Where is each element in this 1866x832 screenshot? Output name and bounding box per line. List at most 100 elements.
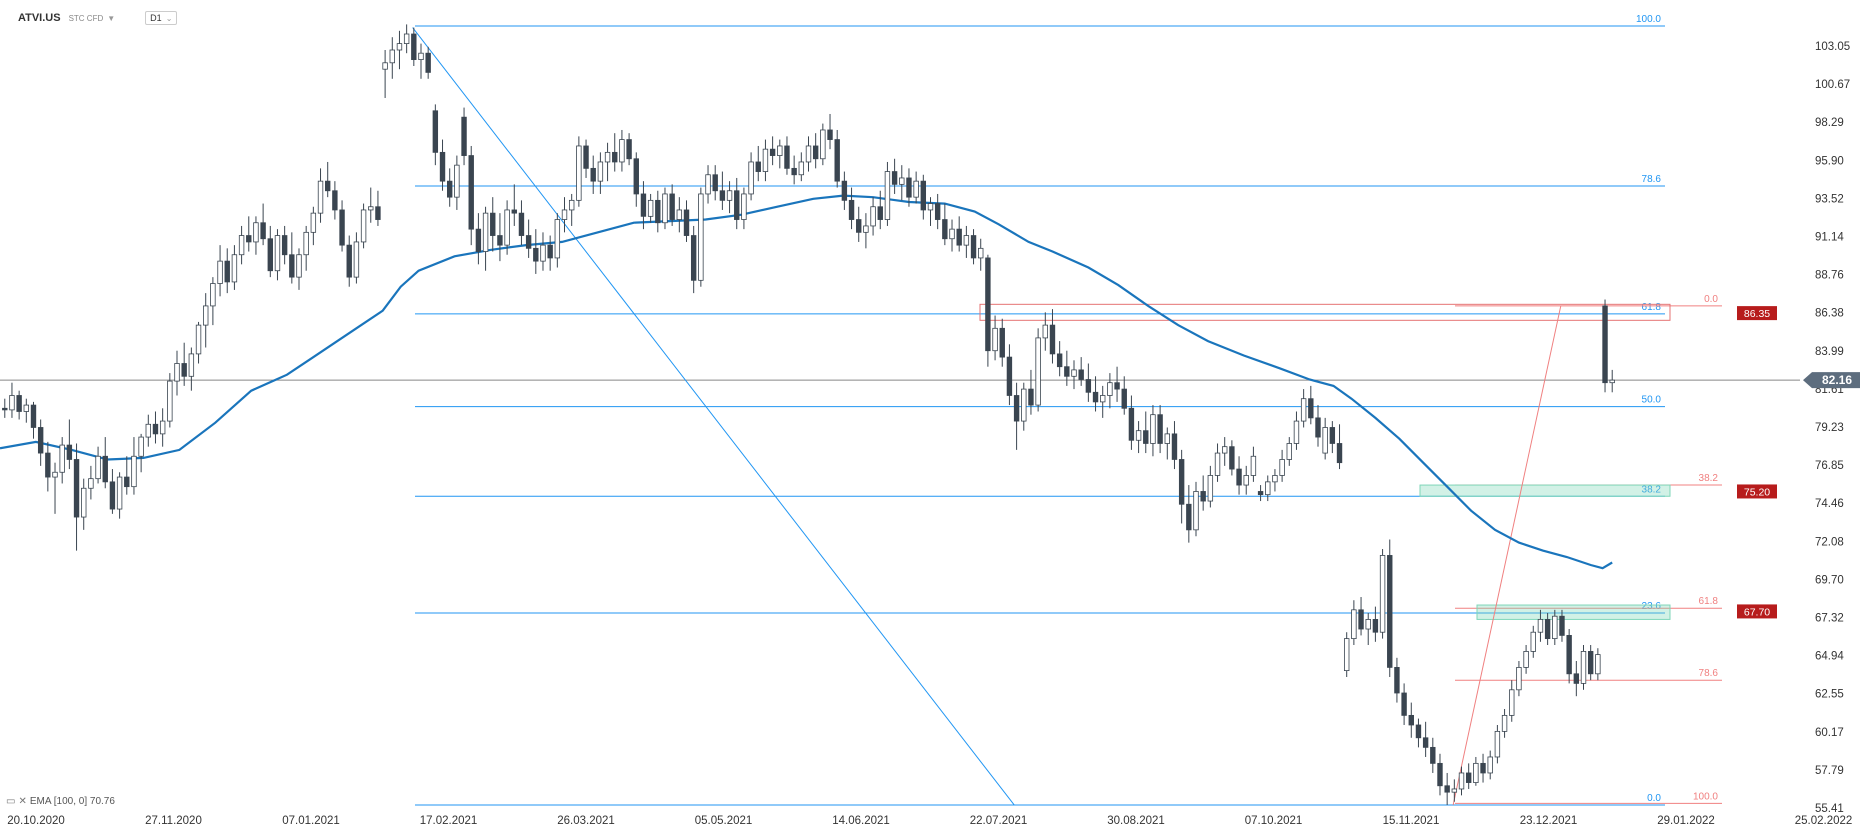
candle-body: [1150, 414, 1156, 444]
candle-body: [1178, 459, 1185, 505]
price-tag: [1737, 484, 1777, 499]
candle: [518, 200, 525, 246]
candle: [877, 190, 883, 230]
candle: [37, 419, 44, 466]
candle: [834, 129, 840, 188]
candle: [978, 238, 984, 271]
date-tick-label: 07.01.2021: [282, 815, 340, 827]
candle: [942, 203, 948, 246]
candle-body: [1458, 772, 1465, 790]
candle: [1250, 446, 1257, 482]
candle-body: [1092, 391, 1099, 403]
candle: [1587, 645, 1594, 681]
candle: [1085, 363, 1092, 402]
candle-body: [561, 209, 568, 220]
close-icon[interactable]: ✕: [18, 796, 27, 807]
candle-body: [884, 171, 891, 220]
candle-body: [1387, 555, 1393, 668]
candle-body: [1308, 398, 1314, 419]
candle-body: [1509, 689, 1515, 716]
candle: [590, 155, 596, 194]
candle: [152, 411, 159, 444]
candle: [195, 321, 202, 364]
timeframe-select[interactable]: D1 ⌄: [145, 11, 178, 25]
candle-body: [138, 436, 144, 457]
candle: [1049, 309, 1056, 364]
settings-icon[interactable]: ▭: [6, 796, 16, 807]
candle-body: [1530, 631, 1536, 652]
candle-body: [174, 363, 180, 382]
symbol-label[interactable]: ATVI.US: [18, 12, 61, 24]
candle: [203, 293, 209, 348]
candle: [188, 347, 195, 391]
candle-body: [777, 145, 783, 156]
candle-body: [1100, 395, 1106, 403]
candle-body: [203, 305, 209, 326]
candle-body: [985, 257, 991, 352]
candle: [1064, 350, 1070, 386]
candle: [576, 136, 582, 207]
date-tick-label: 14.06.2021: [832, 815, 890, 827]
candle: [210, 277, 216, 326]
candle-body: [583, 145, 589, 169]
candle-body: [167, 380, 173, 422]
candle-body: [360, 209, 367, 243]
date-tick-label: 30.08.2021: [1107, 815, 1165, 827]
candle-body: [260, 222, 266, 240]
candle-body: [540, 244, 546, 262]
candle: [1315, 405, 1321, 447]
candle: [1114, 366, 1120, 402]
price-tick-label: 60.17: [1815, 727, 1844, 739]
candle-body: [576, 145, 582, 201]
chevron-down-icon[interactable]: ▼: [107, 13, 116, 23]
candle: [741, 187, 747, 230]
candle: [1358, 597, 1364, 636]
candle-body: [1078, 369, 1084, 380]
candle: [1559, 609, 1565, 642]
candle-body: [970, 235, 977, 259]
candle: [1006, 344, 1013, 406]
candle: [662, 187, 668, 230]
candle: [468, 145, 474, 246]
candle: [475, 213, 482, 265]
candle-body: [1587, 651, 1594, 675]
candle-body: [1207, 475, 1214, 502]
candle-body: [934, 203, 941, 220]
candle-body: [1516, 667, 1522, 691]
candle: [1257, 485, 1264, 502]
fib-level-label-red: 100.0: [1693, 791, 1718, 802]
candle: [497, 213, 503, 262]
candle-body: [1143, 430, 1149, 444]
candle: [296, 248, 302, 290]
candle: [791, 155, 797, 185]
candle-body: [439, 151, 446, 182]
candle-body: [633, 158, 639, 195]
candle: [1071, 360, 1077, 390]
date-tick-label: 22.07.2021: [970, 815, 1028, 827]
candle-body: [1415, 724, 1422, 739]
price-tick-label: 100.67: [1815, 79, 1850, 91]
candle: [884, 161, 891, 226]
candle-body: [1501, 714, 1508, 732]
candle-body: [568, 199, 575, 211]
candle-body: [95, 455, 101, 480]
candle: [1229, 440, 1235, 476]
candle-body: [856, 219, 862, 233]
candle-body: [877, 206, 883, 220]
candle: [726, 181, 733, 214]
candle: [533, 229, 539, 274]
candle-body: [1214, 452, 1221, 476]
candle: [1595, 648, 1601, 681]
candle-body: [863, 225, 869, 233]
candle-body: [942, 219, 948, 240]
candle-body: [1358, 609, 1364, 630]
candle-body: [841, 180, 848, 201]
candle: [145, 414, 152, 447]
price-tick-label: 103.05: [1815, 41, 1850, 53]
price-tick-label: 88.76: [1815, 270, 1844, 282]
candle-body: [1544, 619, 1551, 640]
candle: [669, 184, 675, 226]
candle-body: [927, 203, 934, 211]
candle: [461, 107, 467, 166]
